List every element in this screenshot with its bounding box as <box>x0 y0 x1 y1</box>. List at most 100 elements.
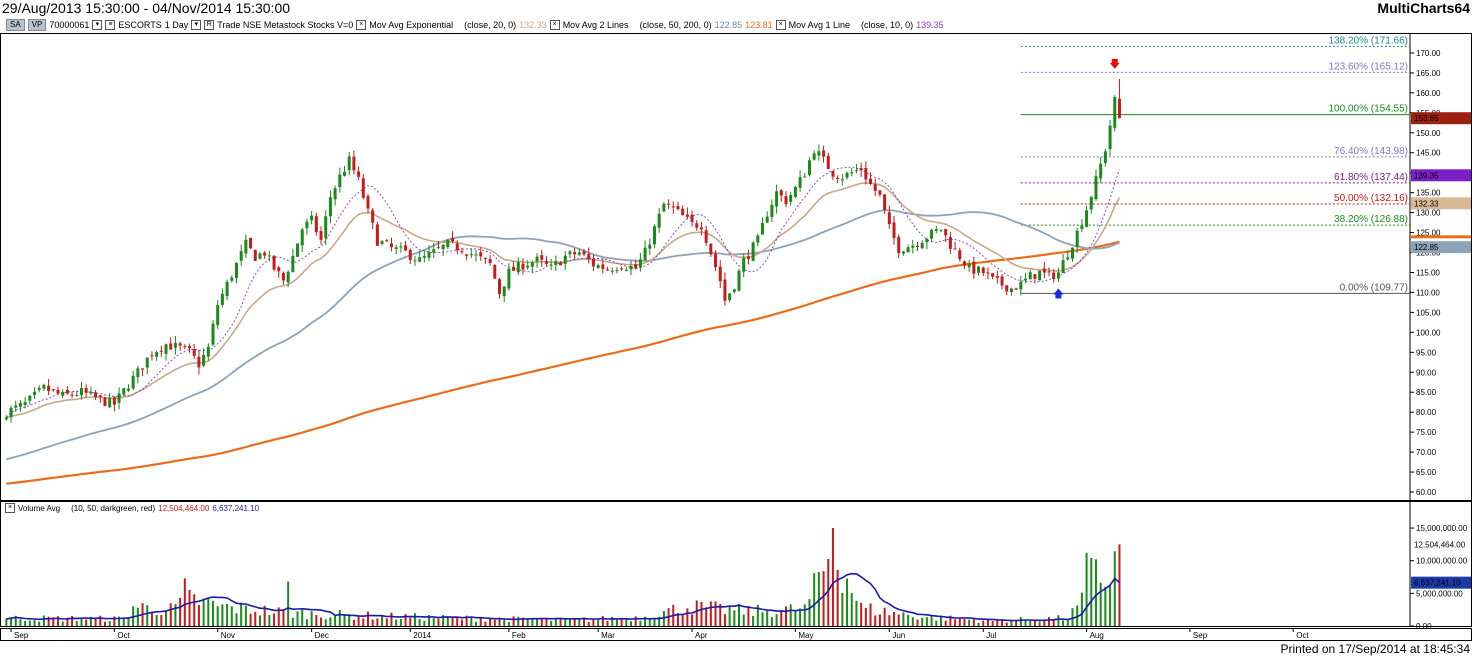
price-candle <box>1061 254 1065 274</box>
candle-body <box>389 243 393 248</box>
volume-bar <box>310 611 313 626</box>
volume-bar <box>174 604 177 626</box>
candle-body <box>615 270 619 272</box>
candle-body <box>559 262 563 266</box>
candle-body <box>418 257 422 262</box>
candle-body <box>812 153 816 160</box>
candle-body <box>977 266 981 273</box>
indicator1-close-icon[interactable]: × <box>356 20 367 30</box>
volume-bar <box>907 614 910 626</box>
price-candle <box>869 172 873 186</box>
interval-dropdown-icon[interactable]: ▾ <box>191 20 202 30</box>
volume-bar <box>381 614 384 626</box>
volume-tick-label: 0.00 <box>1416 622 1432 631</box>
candle-body <box>23 402 27 406</box>
price-candle <box>79 381 83 400</box>
volume-bar <box>395 619 398 626</box>
symbol-dropdown-icon[interactable]: ▾ <box>92 20 103 30</box>
candle-body <box>981 267 985 274</box>
candle-body <box>1038 270 1042 281</box>
volume-close-icon[interactable]: × <box>5 503 15 513</box>
volume-bar <box>183 578 186 626</box>
volume-bar <box>113 616 116 626</box>
indicator3-close-icon[interactable]: × <box>775 20 786 30</box>
volume-bar <box>385 618 388 626</box>
time-tick-label: Aug <box>1090 631 1104 640</box>
candle-body <box>840 179 844 181</box>
candle-body <box>84 387 88 393</box>
volume-bar <box>780 610 783 626</box>
candle-body <box>399 246 403 248</box>
volume-bar <box>75 621 78 626</box>
sa-button[interactable]: SA <box>6 19 25 31</box>
price-candle <box>638 252 642 272</box>
volume-bar <box>263 605 266 626</box>
candle-body <box>1052 272 1056 279</box>
vp-button[interactable]: VP <box>27 19 47 31</box>
volume-bar <box>939 615 942 626</box>
candle-body <box>610 270 614 272</box>
price-candle <box>544 255 548 267</box>
price-candle <box>526 259 530 270</box>
volume-bar <box>451 616 454 626</box>
candle-body <box>765 216 769 223</box>
volume-bar <box>921 617 924 626</box>
candle-body <box>413 260 417 262</box>
volume-bar <box>498 617 501 626</box>
price-candle <box>314 212 318 236</box>
price-panel[interactable] <box>0 33 1472 501</box>
volume-bar <box>925 617 928 626</box>
candle-body <box>657 213 661 228</box>
price-candle <box>89 386 93 396</box>
price-candle <box>451 231 455 244</box>
price-candle <box>1038 270 1042 281</box>
price-candle <box>296 243 300 257</box>
volume-bar <box>1076 605 1079 626</box>
price-candle <box>131 370 135 391</box>
chart-info-bar: SA VP 70000061 ▾ ≡ ESCORTS 1 Day ▾ R Tra… <box>6 18 944 32</box>
volume-panel[interactable] <box>0 501 1472 627</box>
price-candle <box>822 145 826 163</box>
candle-body <box>441 244 445 250</box>
volume-bar <box>540 618 543 626</box>
price-candle <box>502 286 506 303</box>
candle-body <box>958 250 962 260</box>
range-dropdown-icon[interactable]: R <box>204 20 215 30</box>
volume-bar <box>958 618 961 626</box>
volume-bar <box>691 614 694 626</box>
candle-body <box>878 190 882 195</box>
price-candle <box>1019 275 1023 296</box>
indicator3-params: (close, 10, 0) <box>861 20 914 30</box>
candle-body <box>507 268 511 289</box>
volume-bar <box>1109 585 1112 626</box>
volume-bar <box>1001 620 1004 626</box>
candle-body <box>338 174 342 188</box>
volume-bar <box>197 604 200 626</box>
axis-badge-background <box>1411 112 1471 125</box>
candle-body <box>145 357 149 368</box>
volume-bar <box>207 598 210 626</box>
price-candle <box>995 270 999 284</box>
price-tick-label: 60.00 <box>1416 488 1437 497</box>
volume-bar <box>794 611 797 626</box>
volume-bar <box>705 607 708 626</box>
volume-bar <box>916 619 919 626</box>
volume-bar <box>94 617 97 626</box>
price-candle <box>136 365 140 384</box>
candle-body <box>70 394 74 396</box>
settings-dropdown-icon[interactable]: ≡ <box>105 20 116 30</box>
volume-bar <box>714 601 717 626</box>
volume-bar <box>254 611 257 626</box>
volume-bar <box>944 620 947 626</box>
volume-bar <box>761 612 764 626</box>
candle-body <box>427 252 431 258</box>
price-candle <box>117 387 121 410</box>
candle-body <box>1070 247 1074 259</box>
price-candle <box>9 405 13 423</box>
indicator2-close-icon[interactable]: × <box>549 20 560 30</box>
candle-body <box>169 343 173 350</box>
candle-body <box>249 237 253 249</box>
candle-body <box>465 254 469 256</box>
candle-body <box>962 261 966 266</box>
